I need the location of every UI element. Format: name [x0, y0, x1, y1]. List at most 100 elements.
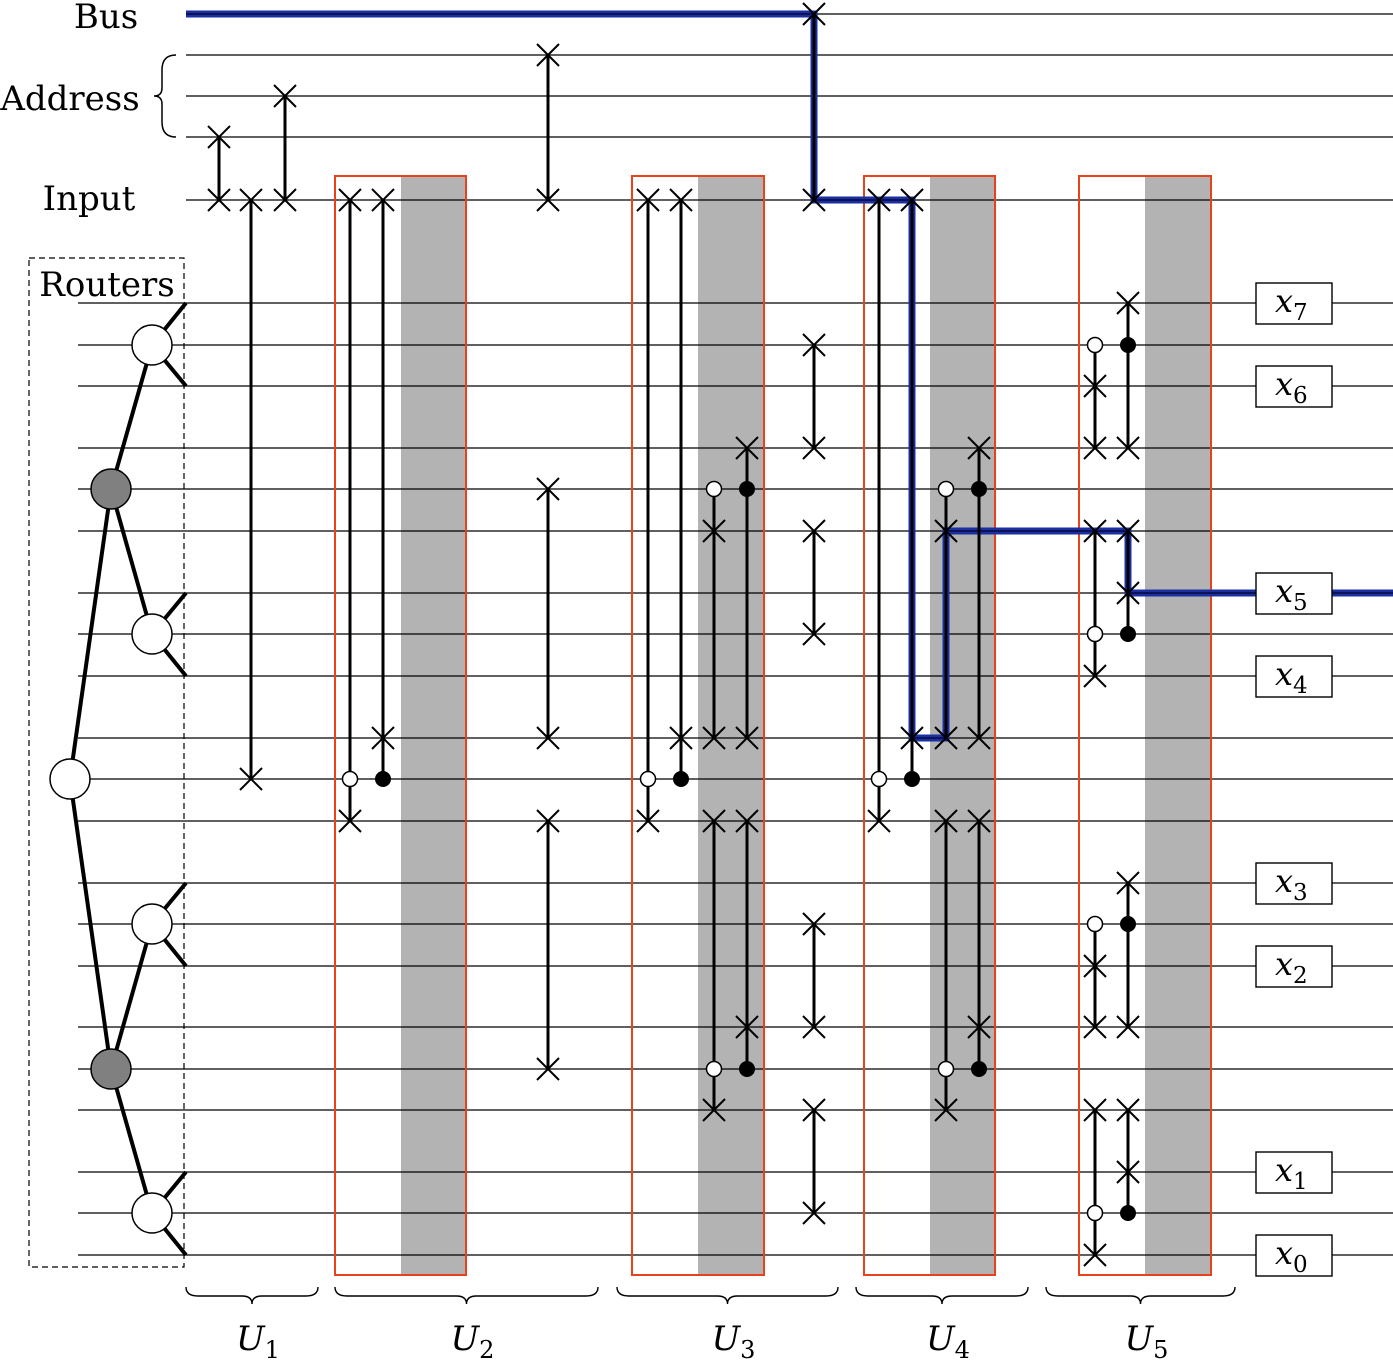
control-filled	[1120, 626, 1136, 642]
control-filled	[971, 481, 987, 497]
swap-cross	[636, 188, 660, 212]
swap-cross	[1083, 1098, 1107, 1122]
swap-cross	[802, 1201, 826, 1225]
control-filled	[739, 481, 755, 497]
output-label: x5	[1275, 572, 1308, 616]
tree-edge	[68, 778, 113, 1070]
swap-cross	[1116, 871, 1140, 895]
swap-cross	[1083, 1243, 1107, 1267]
output-label: x7	[1275, 282, 1308, 326]
routers-label: Routers	[39, 265, 174, 305]
control-filled	[673, 771, 689, 787]
swap-cross	[967, 726, 991, 750]
swap-cross	[1083, 519, 1107, 543]
swap-cross	[900, 726, 924, 750]
stage-shaded-regions	[401, 176, 1211, 1275]
stage-brace	[334, 1286, 599, 1305]
gates	[207, 2, 1140, 1267]
stage-label: U1	[236, 1319, 280, 1360]
tree-edge	[68, 488, 113, 780]
swap-cross	[702, 726, 726, 750]
swap-cross	[669, 726, 693, 750]
stage-label: U5	[1125, 1319, 1169, 1360]
stage-brace	[1045, 1286, 1236, 1305]
output-label-box	[1255, 945, 1333, 988]
swap-cross	[1083, 374, 1107, 398]
swap-cross	[536, 726, 560, 750]
swap-cross	[536, 188, 560, 212]
swap-cross	[934, 1098, 958, 1122]
control-open	[1086, 1204, 1104, 1222]
stage-box	[1078, 175, 1212, 1276]
router-node	[90, 468, 132, 510]
control-open	[870, 770, 888, 788]
swap-cross	[735, 726, 759, 750]
swap-cross	[636, 809, 660, 833]
swap-cross	[1083, 664, 1107, 688]
output-label: x1	[1275, 1151, 1308, 1195]
swap-cross	[802, 912, 826, 936]
swap-cross	[273, 188, 297, 212]
stage-brace	[185, 1286, 319, 1305]
swap-cross	[735, 809, 759, 833]
input-label: Input	[43, 179, 136, 219]
swap-cross	[802, 519, 826, 543]
swap-cross	[934, 519, 958, 543]
control-open	[1086, 336, 1104, 354]
stage-label: U3	[712, 1319, 756, 1360]
control-open	[705, 1060, 723, 1078]
control-filled	[1120, 337, 1136, 353]
swap-cross	[207, 188, 231, 212]
stage-boxes	[334, 175, 1212, 1276]
swap-cross	[702, 1098, 726, 1122]
control-filled	[1120, 1205, 1136, 1221]
swap-cross	[536, 43, 560, 67]
tree-edge	[109, 344, 154, 490]
router-node	[131, 324, 173, 366]
swap-cross	[867, 188, 891, 212]
swap-cross	[802, 2, 826, 26]
swap-cross	[1116, 581, 1140, 605]
control-open	[705, 480, 723, 498]
swap-cross	[802, 622, 826, 646]
stage-label: U2	[451, 1319, 495, 1360]
stage-shade	[698, 176, 764, 1275]
swap-cross	[371, 726, 395, 750]
output-label-box	[1255, 572, 1333, 615]
bus-label: Bus	[74, 0, 138, 37]
output-label: x2	[1275, 945, 1308, 989]
control-filled	[971, 1061, 987, 1077]
swap-cross	[702, 809, 726, 833]
swap-cross	[967, 436, 991, 460]
control-open	[341, 770, 359, 788]
swap-cross	[1116, 519, 1140, 543]
control-filled	[375, 771, 391, 787]
control-open	[639, 770, 657, 788]
swap-cross	[802, 1098, 826, 1122]
swap-cross	[536, 1057, 560, 1081]
output-label-box	[1255, 862, 1333, 905]
stage-box	[863, 175, 996, 1276]
stage-brace	[616, 1286, 839, 1305]
output-label-box	[1255, 1234, 1333, 1277]
output-label: x4	[1275, 655, 1308, 699]
swap-cross	[867, 809, 891, 833]
swap-cross	[669, 188, 693, 212]
stage-box	[334, 175, 467, 1276]
swap-cross	[802, 333, 826, 357]
swap-cross	[735, 1015, 759, 1039]
router-node	[131, 1192, 173, 1234]
swap-cross	[273, 84, 297, 108]
swap-cross	[1116, 436, 1140, 460]
address-label: Address	[0, 79, 140, 119]
output-label-box	[1255, 1151, 1333, 1194]
output-label: x3	[1275, 862, 1308, 906]
swap-cross	[967, 1015, 991, 1039]
qubit-wires	[78, 13, 1393, 1256]
swap-cross	[735, 436, 759, 460]
router-tree	[49, 301, 188, 1257]
swap-cross	[536, 477, 560, 501]
tree-edge	[109, 488, 154, 635]
control-filled	[1120, 916, 1136, 932]
